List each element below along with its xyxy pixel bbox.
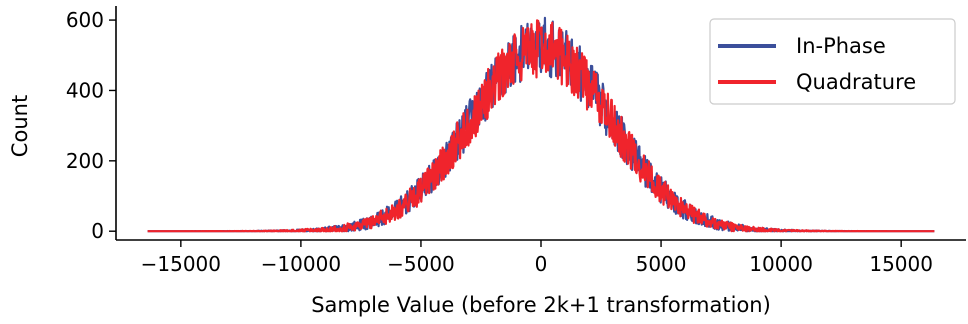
x-tick-label: 15000	[869, 252, 933, 276]
x-tick-label: −5000	[387, 252, 455, 276]
x-tick-label: −10000	[261, 252, 341, 276]
x-tick-label: −15000	[141, 252, 221, 276]
y-tick-label: 600	[66, 8, 104, 32]
legend-label-in-phase: In-Phase	[796, 34, 886, 58]
plot-lines	[147, 16, 935, 233]
series-line-quadrature	[147, 19, 935, 233]
x-axis-label: Sample Value (before 2k+1 transformation…	[311, 293, 771, 317]
y-tick-label: 200	[66, 149, 104, 173]
y-axis-label: Count	[8, 95, 32, 157]
ticks: −15000 −10000 −5000 0 5000 10000 15000 0 200 400 6…	[66, 8, 933, 276]
x-tick-label: 10000	[749, 252, 813, 276]
x-tick-label: 0	[535, 252, 548, 276]
x-tick-label: 5000	[636, 252, 687, 276]
legend-label-quadrature: Quadrature	[796, 70, 916, 94]
legend: In-Phase Quadrature	[709, 18, 956, 105]
y-tick-label: 400	[66, 78, 104, 102]
y-tick-label: 0	[91, 219, 104, 243]
